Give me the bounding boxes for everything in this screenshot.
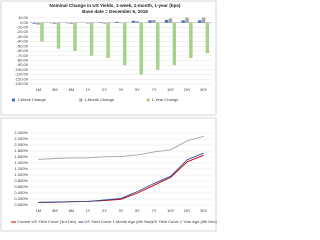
bar — [32, 22, 36, 24]
x-tick-label: 3M — [52, 87, 58, 92]
y-tick-label: -30.00 — [17, 34, 29, 39]
page: {"chart_data": [ {"type": "bar", "title"… — [0, 0, 217, 232]
line — [38, 152, 204, 203]
y-tick-label: -80.00 — [17, 57, 29, 62]
x-tick-label: 30Y — [200, 87, 207, 92]
y-tick-label: 0.400% — [14, 190, 28, 195]
y-tick-label: 1.000% — [14, 172, 28, 177]
x-tick-label: 1M — [35, 208, 41, 213]
y-tick-label: -40.00 — [17, 39, 29, 44]
chart-subtitle: Base date = December 6, 2019 — [82, 9, 148, 14]
bar — [89, 22, 94, 56]
y-tick-label: 0.00 — [20, 20, 29, 25]
legend-label: 1-Month Change — [84, 97, 115, 102]
x-tick-label: 5Y — [135, 87, 140, 92]
bar — [168, 18, 173, 23]
x-tick-label: 1M — [35, 87, 41, 92]
bar — [156, 22, 160, 70]
bar — [164, 19, 169, 23]
chart-title: Nominal Change in US Yields, 1-week, 1-m… — [50, 3, 181, 8]
legend-swatch — [146, 98, 150, 102]
y-tick-label: 1.600% — [14, 154, 28, 159]
x-tick-label: 3Y — [119, 208, 124, 213]
y-tick-label: -20.00 — [17, 29, 29, 34]
x-tick-label: 1Y — [85, 87, 90, 92]
x-tick-label: 10Y — [167, 208, 174, 213]
y-tick-label: 2.000% — [14, 142, 28, 147]
bar — [36, 22, 40, 25]
y-tick-label: -60.00 — [17, 48, 29, 53]
x-tick-label: 5Y — [135, 208, 140, 213]
y-tick-label: -70.00 — [17, 53, 29, 58]
bar — [69, 22, 73, 25]
bar — [106, 22, 110, 59]
bar — [135, 21, 140, 23]
y-tick-label: -90.00 — [17, 62, 29, 67]
y-tick-label: 0.600% — [14, 184, 28, 189]
legend-label: US Yield Curve 1 Month Ago (6th Nov) — [84, 219, 153, 224]
x-tick-label: 2Y — [102, 208, 107, 213]
bar — [85, 22, 90, 24]
y-tick-label: 2.200% — [14, 136, 28, 141]
y-tick-label: 1.400% — [14, 160, 28, 165]
bar — [115, 21, 119, 23]
legend-swatch — [79, 98, 83, 102]
legend-label: US Yield Curve 1 Year Ago (6th Dec) — [152, 219, 217, 224]
y-tick-label: -120.00 — [14, 76, 28, 81]
bar — [40, 22, 44, 42]
x-tick-label: 7Y — [152, 87, 157, 92]
bar — [189, 22, 193, 59]
bar — [181, 20, 185, 23]
y-tick-label: 1.800% — [14, 148, 28, 153]
legend-label: 1-Year Change — [152, 97, 180, 102]
bar — [56, 22, 61, 49]
legend-label: 1-Week Change — [17, 97, 47, 102]
bar — [152, 19, 156, 23]
y-tick-label: -130.00 — [14, 81, 28, 86]
bar — [73, 22, 77, 51]
y-tick-label: -110.00 — [15, 72, 29, 77]
x-tick-label: 6M — [69, 87, 75, 92]
y-tick-label: 10.00 — [18, 15, 29, 20]
y-tick-label: 0.000% — [14, 202, 28, 207]
bar — [52, 22, 57, 25]
y-tick-label: 0.200% — [14, 196, 28, 201]
x-tick-label: 3M — [52, 208, 58, 213]
bar — [205, 22, 210, 54]
x-tick-label: 10Y — [167, 87, 174, 92]
x-tick-label: 3Y — [119, 87, 124, 92]
bar — [102, 22, 106, 24]
chart: Nominal Change in US Yields, 1-week, 1-m… — [0, 0, 217, 232]
x-tick-label: 20Y — [184, 208, 191, 213]
chart-frame — [0, 0, 217, 116]
x-tick-label: 7Y — [152, 208, 157, 213]
bar — [148, 20, 152, 23]
line — [38, 135, 204, 160]
y-tick-label: -100.00 — [14, 67, 28, 72]
bar — [197, 20, 202, 23]
y-tick-label: -10.00 — [17, 24, 29, 29]
legend-label: Current US Yield Curve (3rd Dec) — [17, 219, 77, 224]
line — [38, 154, 204, 204]
bar — [139, 22, 143, 75]
x-tick-label: 1Y — [85, 208, 90, 213]
x-tick-label: 2Y — [102, 87, 107, 92]
legend-swatch — [12, 98, 15, 102]
y-tick-label: 1.200% — [14, 166, 28, 171]
y-tick-label: 2.400% — [14, 130, 28, 135]
x-tick-label: 6M — [69, 208, 75, 213]
bar — [185, 17, 189, 23]
bar — [172, 22, 177, 66]
bar — [122, 22, 127, 66]
chart-frame — [0, 117, 217, 232]
y-tick-label: -50.00 — [17, 43, 29, 48]
bar — [201, 17, 206, 23]
bar — [131, 20, 136, 23]
x-tick-label: 30Y — [200, 208, 207, 213]
x-tick-label: 20Y — [184, 87, 191, 92]
y-tick-label: 0.800% — [14, 178, 28, 183]
